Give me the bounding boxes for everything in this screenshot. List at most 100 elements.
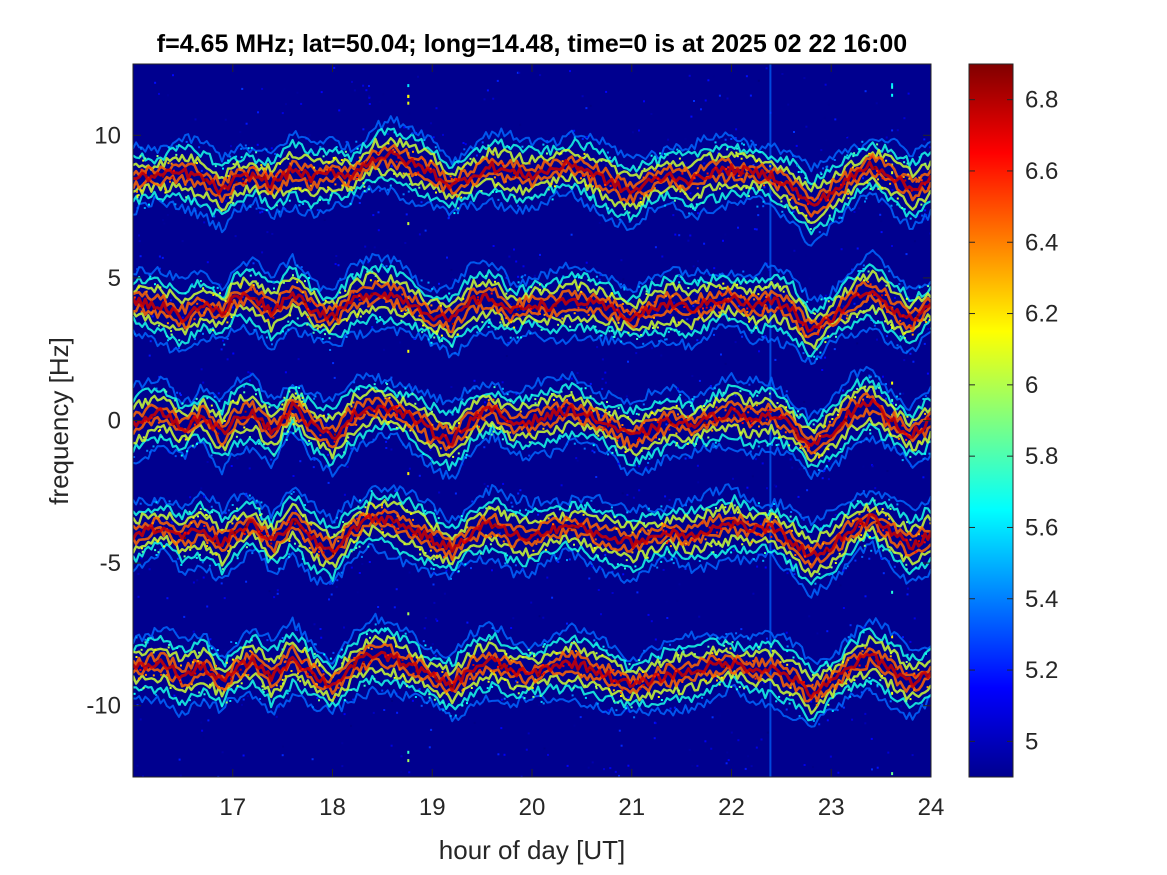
trace-speck xyxy=(308,531,311,534)
noise-speck xyxy=(891,129,894,132)
trace-speck xyxy=(595,329,598,332)
noise-speck xyxy=(138,234,140,237)
trace-speck xyxy=(352,401,355,404)
noise-speck xyxy=(516,181,519,184)
trace-speck xyxy=(192,516,195,519)
trace-speck xyxy=(285,668,288,671)
trace-speck xyxy=(574,275,577,278)
noise-speck xyxy=(220,514,223,517)
trace-speck xyxy=(312,176,315,179)
trace-speck xyxy=(136,194,139,197)
noise-dot xyxy=(891,93,894,97)
trace-speck xyxy=(134,333,137,336)
trace-speck xyxy=(244,525,247,528)
noise-speck xyxy=(486,89,489,92)
trace-speck xyxy=(384,627,387,630)
trace-speck xyxy=(771,443,773,446)
trace-speck xyxy=(302,203,305,205)
trace-speck xyxy=(198,511,201,514)
noise-speck xyxy=(140,557,143,560)
noise-speck xyxy=(325,423,328,426)
trace-speck xyxy=(224,300,227,303)
noise-speck xyxy=(337,264,340,267)
trace-speck xyxy=(819,198,822,201)
trace-speck xyxy=(866,509,869,512)
trace-speck xyxy=(143,207,146,209)
trace-speck xyxy=(619,691,622,694)
trace-speck xyxy=(545,284,547,287)
trace-speck xyxy=(904,179,907,182)
trace-speck xyxy=(434,146,437,149)
trace-speck xyxy=(460,196,463,199)
trace-speck xyxy=(812,429,815,432)
noise-speck xyxy=(520,775,523,777)
trace-speck xyxy=(505,558,507,561)
trace-speck xyxy=(887,560,890,563)
noise-speck xyxy=(393,606,396,609)
trace-speck xyxy=(686,442,689,445)
trace-speck xyxy=(613,700,616,703)
noise-speck xyxy=(720,654,723,657)
trace-speck xyxy=(402,443,405,446)
trace-speck xyxy=(600,401,603,404)
noise-speck xyxy=(143,680,146,683)
noise-speck xyxy=(362,128,365,131)
noise-speck xyxy=(621,492,624,495)
trace-speck xyxy=(818,456,820,459)
trace-speck xyxy=(720,676,723,679)
trace-speck xyxy=(669,707,672,710)
trace-speck xyxy=(462,297,465,300)
trace-speck xyxy=(220,409,223,412)
noise-speck xyxy=(551,596,554,599)
colorbar-tick-label: 5.6 xyxy=(1025,514,1058,541)
noise-speck xyxy=(722,239,724,242)
trace-speck xyxy=(218,400,221,403)
trace-speck xyxy=(233,531,236,534)
trace-speck xyxy=(517,281,520,284)
trace-speck xyxy=(236,401,239,404)
trace-speck xyxy=(874,375,877,378)
trace-speck xyxy=(591,449,594,452)
trace-speck xyxy=(924,452,927,455)
noise-speck xyxy=(202,381,205,384)
trace-speck xyxy=(868,689,871,692)
noise-speck xyxy=(178,758,181,761)
trace-speck xyxy=(557,323,560,326)
trace-speck xyxy=(818,435,821,437)
trace-speck xyxy=(896,203,899,206)
trace-speck xyxy=(881,508,884,511)
trace-speck xyxy=(215,294,218,297)
trace-speck xyxy=(623,286,626,289)
trace-speck xyxy=(861,522,864,525)
trace-line xyxy=(133,683,931,728)
trace-speck xyxy=(150,311,153,314)
trace-speck xyxy=(638,166,641,169)
y-tick-label: -10 xyxy=(86,693,121,720)
trace-speck xyxy=(327,186,330,189)
trace-speck xyxy=(633,716,636,719)
trace-speck xyxy=(275,204,278,207)
noise-speck xyxy=(201,110,204,113)
trace-speck xyxy=(836,413,839,416)
trace-speck xyxy=(602,645,605,648)
trace-speck xyxy=(242,698,245,701)
trace-speck xyxy=(708,526,711,529)
trace-speck xyxy=(284,208,287,211)
trace-speck xyxy=(642,671,644,673)
noise-speck xyxy=(684,162,687,165)
noise-speck xyxy=(313,623,316,626)
trace-speck xyxy=(698,279,701,282)
trace-speck xyxy=(921,214,924,217)
trace-speck xyxy=(487,144,490,147)
noise-speck xyxy=(518,71,521,74)
noise-speck xyxy=(246,695,249,698)
trace-speck xyxy=(766,409,769,412)
trace-speck xyxy=(723,644,726,647)
trace-speck xyxy=(846,565,849,568)
trace-speck xyxy=(229,545,232,548)
trace-speck xyxy=(726,419,729,422)
trace-speck xyxy=(929,146,931,149)
trace-speck xyxy=(350,688,353,691)
trace-speck xyxy=(915,534,918,537)
